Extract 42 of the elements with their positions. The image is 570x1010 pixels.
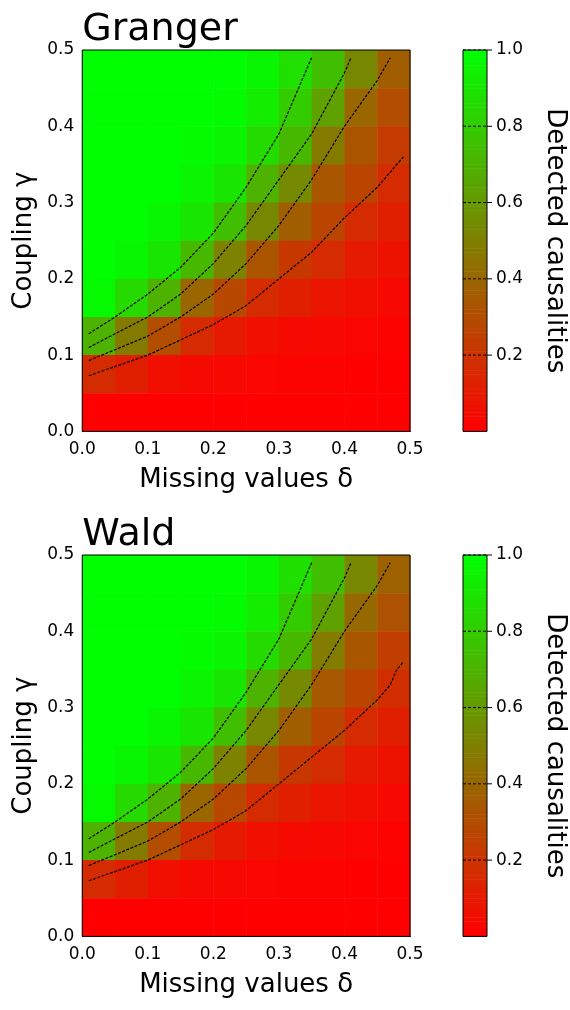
color-bar-title: Detected causalities — [542, 108, 570, 374]
x-tick-label: 0.0 — [68, 438, 96, 459]
x-tick-label: 0.3 — [265, 943, 293, 964]
chart-title: Granger — [82, 5, 239, 49]
x-tick-label: 0.3 — [265, 438, 293, 459]
color-bar-label: 0.4 — [496, 267, 524, 288]
y-axis-title: Coupling γ — [7, 171, 38, 310]
x-axis-title: Missing values δ — [139, 463, 354, 494]
y-tick-label: 0.3 — [47, 695, 75, 716]
x-tick-label: 0.4 — [330, 943, 358, 964]
y-tick-label: 0.4 — [47, 619, 75, 640]
y-tick-label: 0.1 — [47, 343, 75, 364]
color-bar-label: 1.0 — [496, 543, 524, 564]
y-tick-label: 0.5 — [47, 38, 75, 59]
x-tick-label: 0.1 — [134, 943, 162, 964]
y-tick-label: 0.5 — [47, 543, 75, 564]
y-tick-label: 0.4 — [47, 114, 75, 135]
color-bar-label: 0.6 — [496, 695, 524, 716]
color-bar-title: Detected causalities — [542, 613, 570, 879]
color-bar-label: 0.4 — [496, 772, 524, 793]
y-tick-label: 0.1 — [47, 848, 75, 869]
y-tick-label: 0.2 — [47, 267, 75, 288]
y-tick-label: 0.0 — [47, 924, 75, 945]
x-tick-label: 0.1 — [134, 438, 162, 459]
x-tick-label: 0.2 — [199, 943, 227, 964]
y-tick-label: 0.2 — [47, 772, 75, 793]
color-bar-label: 0.8 — [496, 619, 524, 640]
color-bar-label: 0.8 — [496, 114, 524, 135]
x-tick-label: 0.0 — [68, 943, 96, 964]
color-bar-label: 0.6 — [496, 190, 524, 211]
y-tick-label: 0.3 — [47, 190, 75, 211]
y-axis-title: Coupling γ — [7, 676, 38, 815]
chart-title: Wald — [82, 510, 176, 554]
x-tick-label: 0.5 — [396, 438, 424, 459]
color-bar-label: 0.2 — [496, 343, 524, 364]
color-bar-label: 1.0 — [496, 38, 524, 59]
x-tick-label: 0.5 — [396, 943, 424, 964]
y-tick-label: 0.0 — [47, 419, 75, 440]
x-tick-label: 0.2 — [199, 438, 227, 459]
color-bar-label: 0.2 — [496, 848, 524, 869]
x-axis-title: Missing values δ — [139, 968, 354, 999]
x-tick-label: 0.4 — [330, 438, 358, 459]
